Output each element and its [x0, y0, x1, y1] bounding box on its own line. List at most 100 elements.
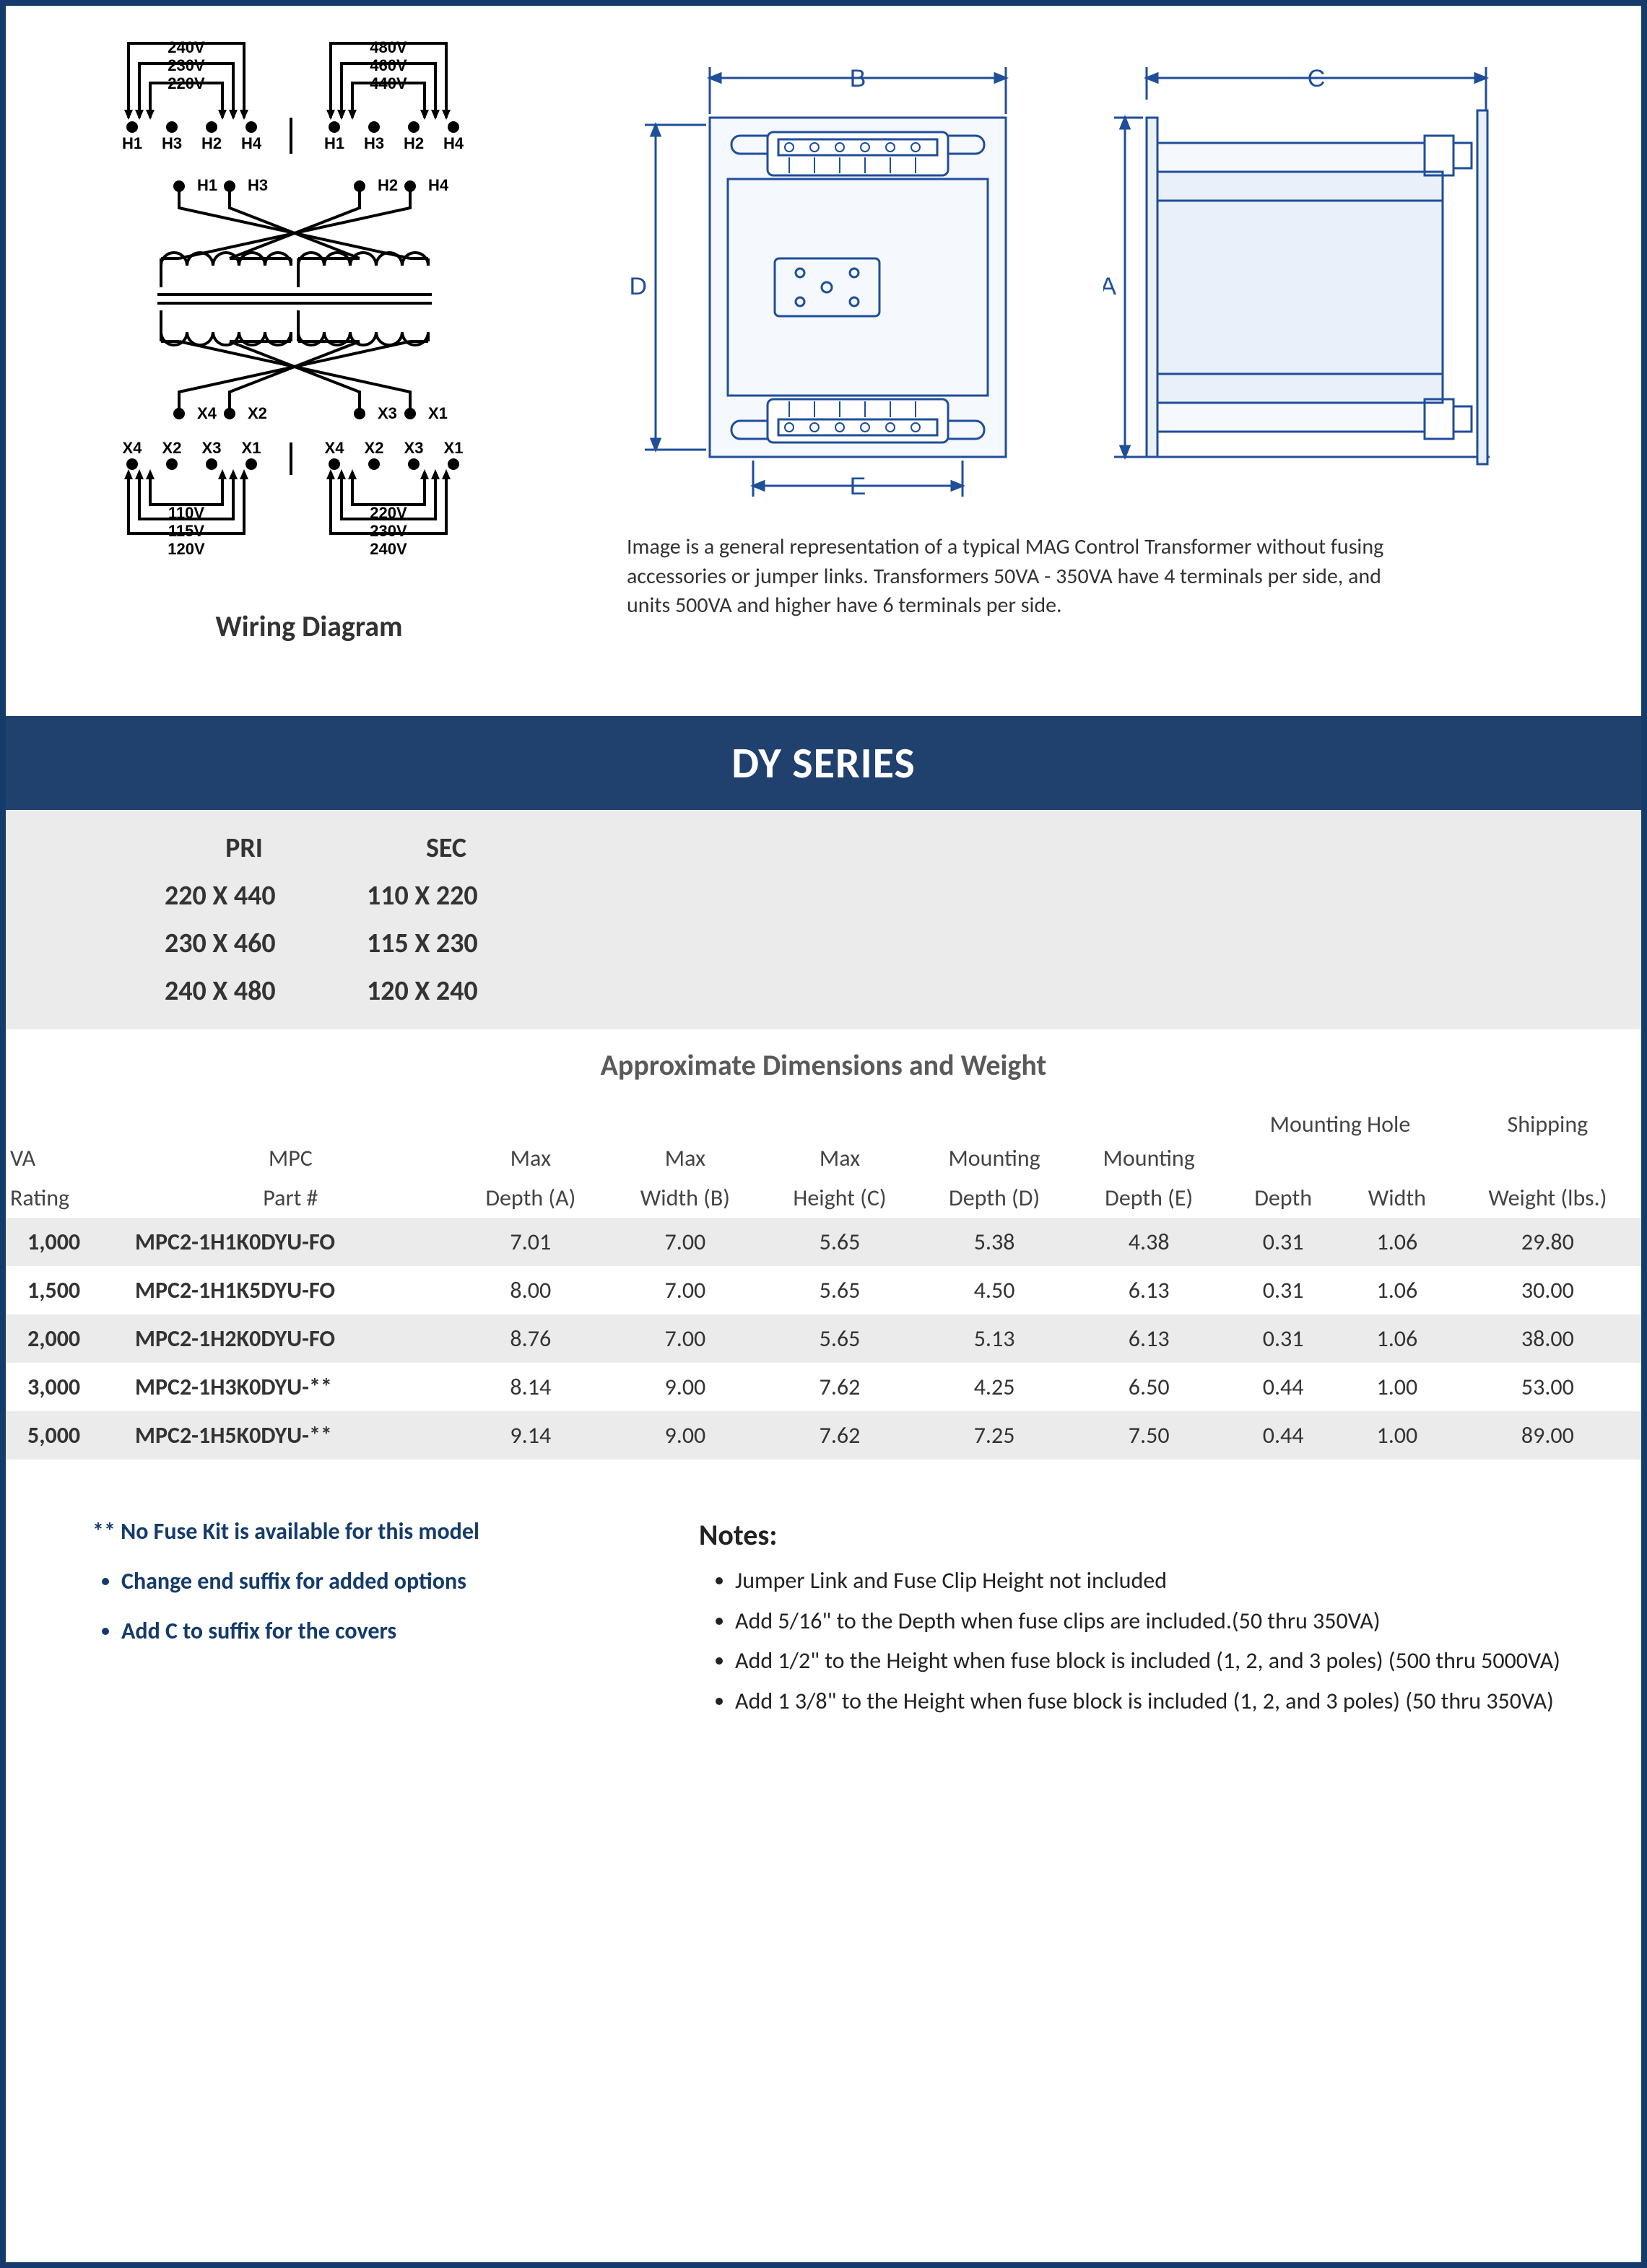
dims-r1-c: 5.65	[762, 1266, 917, 1314]
dims-table: Mounting Hole Shipping VA MPC Max Max Ma…	[6, 1104, 1641, 1460]
dims-r4-e: 7.50	[1072, 1411, 1226, 1460]
wd-mid-h-3: H4	[428, 176, 449, 194]
wd-bot-x-l0: X4	[123, 439, 143, 457]
repr-dim-d: D	[629, 273, 647, 300]
dims-r0-wt: 29.80	[1454, 1218, 1641, 1266]
wd-top-ht-7: H4	[443, 134, 464, 152]
dims-r3-va: 3,000	[6, 1363, 128, 1411]
dims-r2-mhw: 1.06	[1340, 1314, 1454, 1363]
dims-r4-va: 5,000	[6, 1411, 128, 1460]
footnote-item-0: Change end suffix for added options	[121, 1567, 612, 1595]
repr-side-view: C A	[1103, 56, 1508, 504]
dims-r2-mhd: 0.31	[1226, 1314, 1340, 1363]
wd-mid-h-1: H3	[248, 176, 268, 194]
dims-r0-c: 5.65	[762, 1218, 917, 1266]
pri-sec-row-0: 220 X 440 110 X 220	[165, 872, 569, 920]
bottom-section: ** No Fuse Kit is available for this mod…	[6, 1460, 1641, 1726]
dims-r4-mhw: 1.00	[1340, 1411, 1454, 1460]
notes-item-0: Jumper Link and Fuse Clip Height not inc…	[735, 1566, 1583, 1596]
footnotes: ** No Fuse Kit is available for this mod…	[92, 1517, 612, 1726]
notes-item-2: Add 1/2" to the Height when fuse block i…	[735, 1646, 1583, 1676]
dims-r3-a: 8.14	[453, 1363, 608, 1411]
dims-hdr-a1: Max	[453, 1138, 608, 1178]
dims-hdr-a2: Depth (A)	[453, 1178, 608, 1218]
dims-r0-a: 7.01	[453, 1218, 608, 1266]
repr-dim-c: C	[1308, 65, 1326, 92]
dims-hdr-va2: Rating	[6, 1178, 128, 1218]
dims-row-4: 5,000 MPC2-1H5K0DYU-** 9.14 9.00 7.62 7.…	[6, 1411, 1641, 1460]
pri-sec-header-row: PRI SEC	[165, 824, 569, 872]
wd-bot-lv-2: 120V	[168, 540, 205, 558]
wd-top-ht-3: H4	[241, 134, 262, 152]
dims-r3-b: 9.00	[608, 1363, 762, 1411]
dims-row-2: 2,000 MPC2-1H2K0DYU-FO 8.76 7.00 5.65 5.…	[6, 1314, 1641, 1363]
dims-r4-a: 9.14	[453, 1411, 608, 1460]
dims-r1-wt: 30.00	[1454, 1266, 1641, 1314]
dims-hdr-b1: Max	[608, 1138, 762, 1178]
wd-top-rv-1: 460V	[370, 56, 407, 74]
dims-hdr-va1: VA	[6, 1138, 128, 1178]
dims-hdr-part2: Part #	[128, 1178, 453, 1218]
dims-r1-e: 6.13	[1072, 1266, 1226, 1314]
dims-hdr-c1: Max	[762, 1138, 917, 1178]
wd-bot-x-r1: X2	[365, 439, 384, 457]
top-section: 240V 230V 220V 480V 460V 440V	[6, 6, 1641, 673]
pri-sec-r0c1: 110 X 220	[367, 872, 569, 920]
dims-hdr-c2: Height (C)	[762, 1178, 917, 1218]
dims-r0-d: 5.38	[917, 1218, 1072, 1266]
pri-sec-row-2: 240 X 480 120 X 240	[165, 967, 569, 1015]
dims-r2-e: 6.13	[1072, 1314, 1226, 1363]
dims-r1-d: 4.50	[917, 1266, 1072, 1314]
repr-dim-b: B	[850, 65, 866, 92]
dims-hdr-wt: Weight (lbs.)	[1454, 1178, 1641, 1218]
notes-title: Notes:	[699, 1517, 1583, 1553]
dims-r1-pt: MPC2-1H1K5DYU-FO	[128, 1266, 453, 1314]
page: 240V 230V 220V 480V 460V 440V	[0, 0, 1647, 2268]
wd-bot-x-l2: X3	[202, 439, 222, 457]
dims-r4-d: 7.25	[917, 1411, 1072, 1460]
dims-r0-mhw: 1.06	[1340, 1218, 1454, 1266]
dims-r0-e: 4.38	[1072, 1218, 1226, 1266]
wd-bot-lv-1: 115V	[168, 522, 204, 540]
dims-r4-wt: 89.00	[1454, 1411, 1641, 1460]
pri-sec-r2c1: 120 X 240	[367, 967, 569, 1015]
dims-header-group-row: Mounting Hole Shipping	[6, 1104, 1641, 1138]
repr-drawings: B D	[627, 56, 1598, 504]
dims-hdr-b2: Width (B)	[608, 1178, 762, 1218]
dims-row-0: 1,000 MPC2-1H1K0DYU-FO 7.01 7.00 5.65 5.…	[6, 1218, 1641, 1266]
dims-r3-d: 4.25	[917, 1363, 1072, 1411]
wd-mid-x-2: X3	[378, 404, 397, 422]
dims-r2-d: 5.13	[917, 1314, 1072, 1363]
wd-bot-x-r3: X1	[444, 439, 464, 457]
wd-mid-x-0: X4	[197, 404, 217, 422]
dims-r3-mhw: 1.00	[1340, 1363, 1454, 1411]
wd-top-ht-0: H1	[122, 134, 142, 152]
dims-row-3: 3,000 MPC2-1H3K0DYU-** 8.14 9.00 7.62 4.…	[6, 1363, 1641, 1411]
wd-top-lv-0: 240V	[168, 38, 205, 56]
footnote-no-fuse: ** No Fuse Kit is available for this mod…	[92, 1517, 612, 1545]
wiring-diagram-column: 240V 230V 220V 480V 460V 440V	[92, 35, 526, 644]
pri-sec-r1c0: 230 X 460	[165, 920, 367, 967]
repr-dim-e: E	[850, 473, 866, 500]
dims-title: Approximate Dimensions and Weight	[6, 1047, 1641, 1083]
dims-hdr-ship-group: Shipping	[1454, 1104, 1641, 1138]
wd-top-ht-4: H1	[324, 134, 344, 152]
repr-caption: Image is a general representation of a t…	[627, 533, 1407, 621]
dims-r0-va: 1,000	[6, 1218, 128, 1266]
dims-r4-pt: MPC2-1H5K0DYU-**	[128, 1411, 453, 1460]
dims-r1-a: 8.00	[453, 1266, 608, 1314]
wd-top-ht-2: H2	[201, 134, 222, 152]
pri-sec-r0c0: 220 X 440	[165, 872, 367, 920]
dims-hdr-e1: Mounting	[1072, 1138, 1226, 1178]
series-title: DY SERIES	[731, 737, 915, 790]
wd-bot-x-r0: X4	[325, 439, 345, 457]
notes-list: Jumper Link and Fuse Clip Height not inc…	[699, 1566, 1583, 1716]
wiring-caption: Wiring Diagram	[92, 609, 526, 644]
dims-r1-mhw: 1.06	[1340, 1266, 1454, 1314]
wd-mid-x-3: X1	[428, 404, 448, 422]
dims-r0-b: 7.00	[608, 1218, 762, 1266]
wd-bot-x-r2: X3	[404, 439, 424, 457]
dims-header-row2: Rating Part # Depth (A) Width (B) Height…	[6, 1178, 1641, 1218]
wd-bot-rv-0: 220V	[370, 504, 407, 522]
dims-r4-c: 7.62	[762, 1411, 917, 1460]
